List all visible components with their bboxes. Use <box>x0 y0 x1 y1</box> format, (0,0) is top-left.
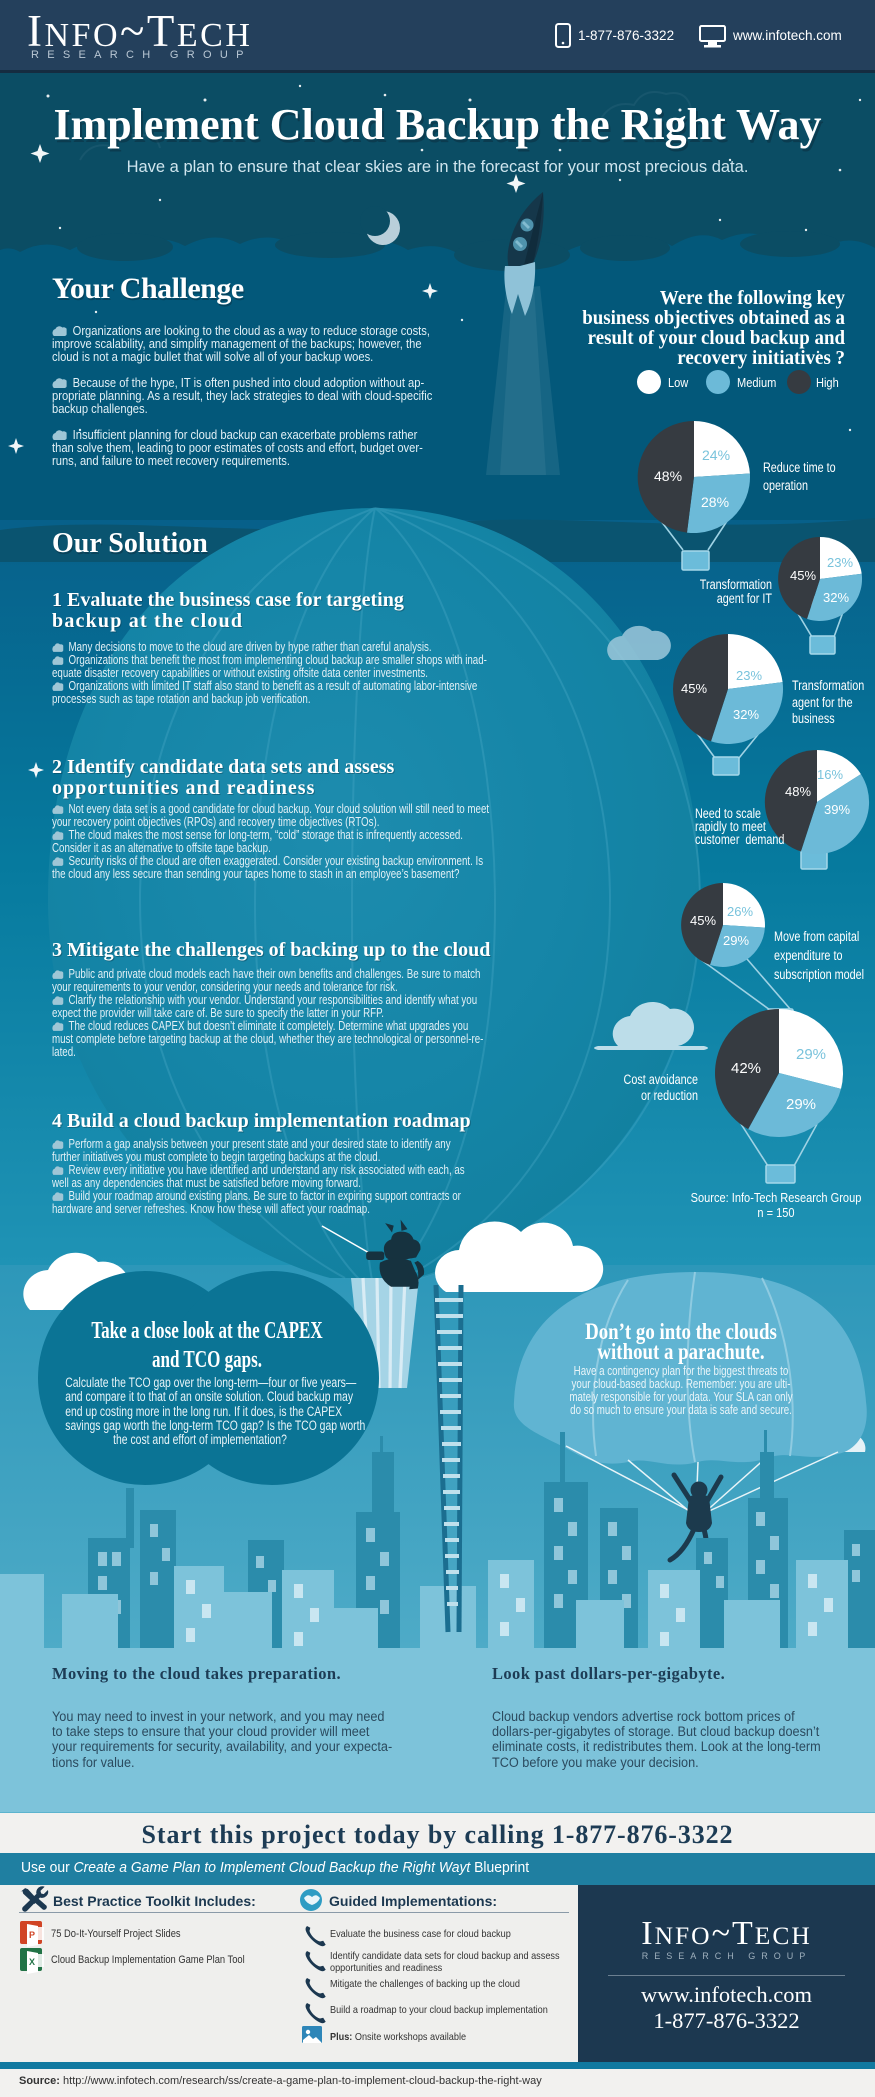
svg-text:X: X <box>29 1957 35 1967</box>
svg-text:P: P <box>29 1930 35 1940</box>
